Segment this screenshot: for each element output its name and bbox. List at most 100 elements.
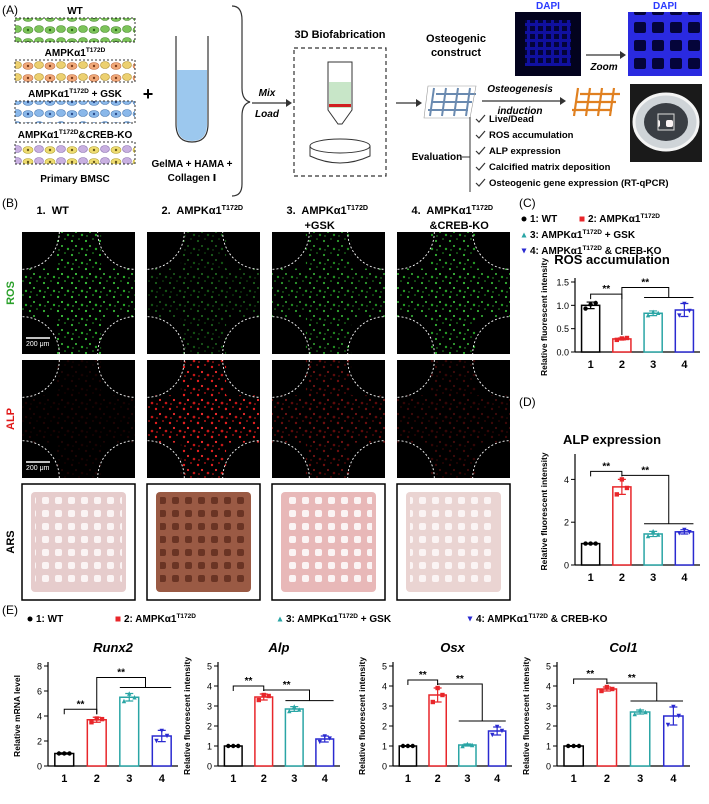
cell-box bbox=[14, 141, 136, 165]
x-tick-label: 4 bbox=[681, 572, 688, 584]
assay-label: ALP expression bbox=[489, 146, 561, 157]
y-tick-label: 2 bbox=[564, 518, 569, 528]
significance-label: ** bbox=[283, 680, 291, 691]
data-point bbox=[430, 699, 435, 705]
data-point bbox=[671, 704, 676, 710]
group-label-text: WT bbox=[67, 6, 83, 17]
column-header: 1. WT bbox=[37, 205, 70, 217]
check-mark bbox=[475, 162, 486, 171]
y-axis-label: Relative fluorescent intensity bbox=[539, 258, 549, 376]
legend-label: 3: AMPKα1T172D + GSK bbox=[530, 229, 636, 241]
significance-bracket bbox=[621, 474, 694, 525]
group-label: AMPKα1T172D bbox=[45, 47, 106, 59]
source-label: Primary BMSC bbox=[40, 174, 109, 185]
data-point bbox=[632, 711, 637, 717]
fluorescence-signal bbox=[272, 360, 385, 478]
load-label: Load bbox=[255, 109, 280, 120]
assay-label: ROS accumulation bbox=[489, 130, 574, 141]
x-tick-label: 1 bbox=[588, 572, 594, 584]
data-point bbox=[576, 743, 582, 749]
significance-label: ** bbox=[641, 277, 649, 288]
legend-label-sup: T172D bbox=[582, 229, 602, 236]
data-point bbox=[645, 533, 651, 539]
signal-band bbox=[272, 395, 385, 443]
group-label-tail: &CREB-KO bbox=[78, 130, 132, 141]
legend-marker bbox=[521, 216, 527, 222]
data-point bbox=[287, 708, 292, 714]
panel-label: (B) bbox=[2, 196, 18, 210]
column-header: 4. AMPKα1T172D bbox=[412, 204, 494, 217]
bar bbox=[428, 694, 448, 767]
scaffold-edge bbox=[147, 440, 185, 478]
significance-label: ** bbox=[117, 668, 125, 679]
legend-label-sup: T172D bbox=[582, 245, 602, 252]
y-tick-label: 1.0 bbox=[556, 301, 569, 311]
arrow-head bbox=[286, 99, 292, 107]
scaffold-outline bbox=[272, 360, 385, 478]
data-point bbox=[583, 541, 588, 546]
data-point bbox=[256, 697, 261, 703]
chart-title: Col1 bbox=[609, 640, 637, 655]
bracket bbox=[231, 5, 251, 197]
dapi-label: DAPI bbox=[653, 1, 677, 12]
scaffold-edge bbox=[272, 440, 310, 478]
legend-label-text: 1: WT bbox=[530, 214, 557, 225]
scaffold-edge bbox=[147, 316, 185, 354]
data-point bbox=[470, 742, 475, 748]
data-point bbox=[604, 684, 610, 690]
plus: + bbox=[143, 84, 154, 104]
scaffold bbox=[428, 87, 476, 117]
data-point bbox=[637, 707, 643, 713]
y-tick-label: 2 bbox=[37, 737, 42, 747]
x-tick-label: 4 bbox=[322, 773, 329, 785]
data-point bbox=[687, 530, 692, 535]
legend-label-text: 4: AMPKα1 bbox=[476, 614, 529, 625]
ars-holes bbox=[410, 496, 497, 588]
x-tick-label: 2 bbox=[435, 773, 441, 785]
cell-box bbox=[14, 17, 136, 43]
check-mark bbox=[475, 130, 486, 139]
legend-marker bbox=[27, 616, 33, 622]
legend-marker bbox=[579, 216, 585, 222]
y-tick-label: 0 bbox=[207, 762, 212, 772]
bar bbox=[223, 745, 243, 767]
significance-label: ** bbox=[628, 673, 636, 684]
legend-label-tail: + GSK bbox=[358, 614, 392, 625]
bar bbox=[643, 312, 663, 353]
check-mark bbox=[475, 146, 486, 155]
data-point bbox=[99, 716, 105, 722]
legend-label-sup: T172D bbox=[640, 213, 660, 220]
fluorescence-signal bbox=[147, 360, 260, 478]
dashed-box bbox=[293, 47, 387, 177]
chart-title: ROS accumulation bbox=[554, 252, 670, 267]
data-point bbox=[226, 743, 231, 749]
data-point bbox=[292, 704, 297, 709]
group-label-tail: + GSK bbox=[89, 89, 123, 100]
ars-holes bbox=[285, 496, 372, 588]
dapi-grid bbox=[525, 20, 571, 66]
chart-title: ALP expression bbox=[563, 432, 661, 447]
data-point bbox=[624, 485, 630, 491]
matrix-label: GelMA + HAMA + bbox=[152, 159, 233, 170]
x-tick-label: 2 bbox=[619, 572, 625, 584]
column-header: +GSK bbox=[305, 220, 335, 232]
data-point bbox=[614, 492, 619, 497]
significance-label: ** bbox=[419, 670, 427, 681]
x-tick-label: 2 bbox=[619, 359, 625, 371]
group-label-sup: T172D bbox=[59, 129, 79, 136]
significance-bracket bbox=[621, 286, 694, 335]
fluorescence-signal bbox=[397, 360, 510, 478]
data-point bbox=[159, 728, 164, 734]
data-point bbox=[67, 751, 72, 756]
bar bbox=[612, 486, 632, 566]
data-point bbox=[571, 743, 576, 749]
significance-label: ** bbox=[586, 669, 594, 680]
scaffold-edge bbox=[397, 440, 435, 478]
significance-bracket bbox=[232, 685, 265, 691]
row-label: ARS bbox=[5, 530, 17, 553]
legend-label-text: 1: WT bbox=[36, 614, 63, 625]
x-tick-label: 3 bbox=[291, 773, 297, 785]
data-point bbox=[164, 733, 170, 739]
x-tick-label: 4 bbox=[494, 773, 501, 785]
scaffold-outline bbox=[397, 360, 510, 478]
